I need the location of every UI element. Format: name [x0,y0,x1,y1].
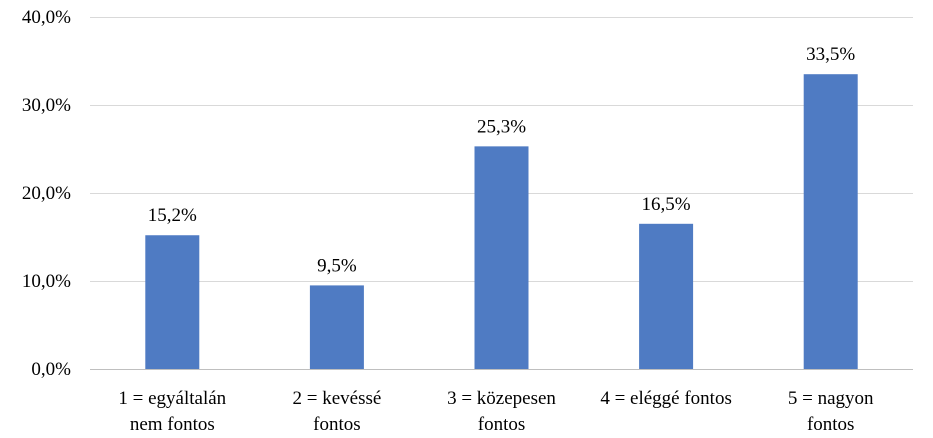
data-label: 9,5% [317,255,357,276]
y-tick-label: 0,0% [31,359,71,380]
bar [803,74,858,369]
bar [639,223,694,369]
x-category-label-line: 5 = nagyon [788,388,874,409]
y-axis-tick-labels: 0,0% 10,0% 20,0% 30,0% 40,0% [22,7,71,380]
x-category-label-line: fontos [313,414,361,435]
x-category-label: 3 = közepesen fontos [447,388,556,435]
x-category-label-line: nem fontos [130,414,215,435]
bars [145,74,858,369]
data-labels: 15,2% 9,5% 25,3% 16,5% 33,5% [148,44,856,276]
y-tick-label: 10,0% [22,271,71,292]
x-category-label: 5 = nagyon fontos [788,388,874,435]
data-label: 25,3% [477,116,526,137]
data-label: 15,2% [148,205,197,226]
x-category-label-line: 3 = közepesen [447,388,556,409]
x-category-label-line: 1 = egyáltalán [118,388,226,409]
x-category-label: 1 = egyáltalán nem fontos [118,388,226,435]
data-label: 16,5% [642,194,691,215]
bar [309,285,364,369]
x-category-label-line: fontos [807,414,855,435]
x-category-label: 2 = kevéssé fontos [292,388,381,435]
x-category-label-line: 4 = eléggé fontos [600,388,732,409]
bar [145,235,200,369]
y-tick-label: 40,0% [22,7,71,28]
y-tick-label: 20,0% [22,183,71,204]
y-tick-label: 30,0% [22,95,71,116]
x-category-label-line: fontos [478,414,526,435]
data-label: 33,5% [806,44,855,65]
x-axis-category-labels: 1 = egyáltalán nem fontos 2 = kevéssé fonto… [118,388,874,435]
bar [474,146,529,369]
x-category-label-line: 2 = kevéssé [292,388,381,409]
x-category-label: 4 = eléggé fontos [600,388,732,409]
